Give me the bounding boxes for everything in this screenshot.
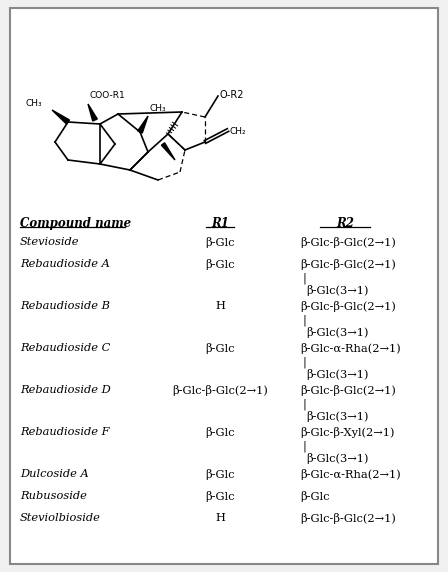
Text: β-Glc: β-Glc bbox=[300, 491, 329, 502]
Polygon shape bbox=[52, 110, 69, 124]
Text: β-Glc: β-Glc bbox=[205, 259, 235, 270]
Polygon shape bbox=[138, 116, 148, 133]
FancyBboxPatch shape bbox=[10, 8, 438, 564]
Text: β-Glc-α-Rha(2→1): β-Glc-α-Rha(2→1) bbox=[300, 343, 401, 354]
Text: β-Glc: β-Glc bbox=[205, 343, 235, 354]
Text: CH₃: CH₃ bbox=[150, 104, 167, 113]
Text: R1: R1 bbox=[211, 217, 229, 230]
Text: β-Glc-β-Glc(2→1): β-Glc-β-Glc(2→1) bbox=[300, 301, 396, 312]
Text: Stevioside: Stevioside bbox=[20, 237, 79, 247]
Text: β-Glc-β-Glc(2→1): β-Glc-β-Glc(2→1) bbox=[300, 513, 396, 524]
Text: CH₃: CH₃ bbox=[26, 100, 42, 109]
Text: COO-R1: COO-R1 bbox=[90, 91, 126, 100]
Text: Rebaudioside F: Rebaudioside F bbox=[20, 427, 109, 437]
Text: Rebaudioside D: Rebaudioside D bbox=[20, 385, 111, 395]
Text: β-Glc-β-Glc(2→1): β-Glc-β-Glc(2→1) bbox=[300, 259, 396, 270]
Text: Rubusoside: Rubusoside bbox=[20, 491, 87, 501]
Text: β-Glc: β-Glc bbox=[205, 427, 235, 438]
Text: β-Glc(3→1): β-Glc(3→1) bbox=[306, 369, 369, 380]
Text: β-Glc(3→1): β-Glc(3→1) bbox=[306, 411, 369, 422]
Text: |: | bbox=[302, 314, 306, 325]
Text: β-Glc: β-Glc bbox=[205, 469, 235, 480]
Text: Steviolbioside: Steviolbioside bbox=[20, 513, 101, 523]
Text: Compound name: Compound name bbox=[20, 217, 131, 230]
Text: |: | bbox=[302, 272, 306, 284]
Text: β-Glc: β-Glc bbox=[205, 237, 235, 248]
Text: β-Glc(3→1): β-Glc(3→1) bbox=[306, 327, 369, 338]
Text: Dulcoside A: Dulcoside A bbox=[20, 469, 89, 479]
Text: H: H bbox=[215, 513, 225, 523]
Text: |: | bbox=[302, 356, 306, 367]
Text: β-Glc-α-Rha(2→1): β-Glc-α-Rha(2→1) bbox=[300, 469, 401, 480]
Text: H: H bbox=[215, 301, 225, 311]
Text: Rebaudioside A: Rebaudioside A bbox=[20, 259, 110, 269]
Polygon shape bbox=[88, 104, 97, 121]
Text: O-R2: O-R2 bbox=[220, 90, 245, 100]
Text: |: | bbox=[302, 440, 306, 451]
Text: β-Glc-β-Glc(2→1): β-Glc-β-Glc(2→1) bbox=[300, 237, 396, 248]
Text: β-Glc(3→1): β-Glc(3→1) bbox=[306, 453, 369, 464]
Text: R2: R2 bbox=[336, 217, 354, 230]
Text: β-Glc(3→1): β-Glc(3→1) bbox=[306, 285, 369, 296]
Text: |: | bbox=[302, 398, 306, 410]
Text: β-Glc-β-Glc(2→1): β-Glc-β-Glc(2→1) bbox=[300, 385, 396, 396]
Polygon shape bbox=[161, 143, 175, 160]
Text: β-Glc: β-Glc bbox=[205, 491, 235, 502]
Text: Rebaudioside C: Rebaudioside C bbox=[20, 343, 110, 353]
Text: CH₂: CH₂ bbox=[230, 128, 247, 137]
Text: β-Glc-β-Xyl(2→1): β-Glc-β-Xyl(2→1) bbox=[300, 427, 395, 438]
Text: Rebaudioside B: Rebaudioside B bbox=[20, 301, 110, 311]
Text: β-Glc-β-Glc(2→1): β-Glc-β-Glc(2→1) bbox=[172, 385, 268, 396]
